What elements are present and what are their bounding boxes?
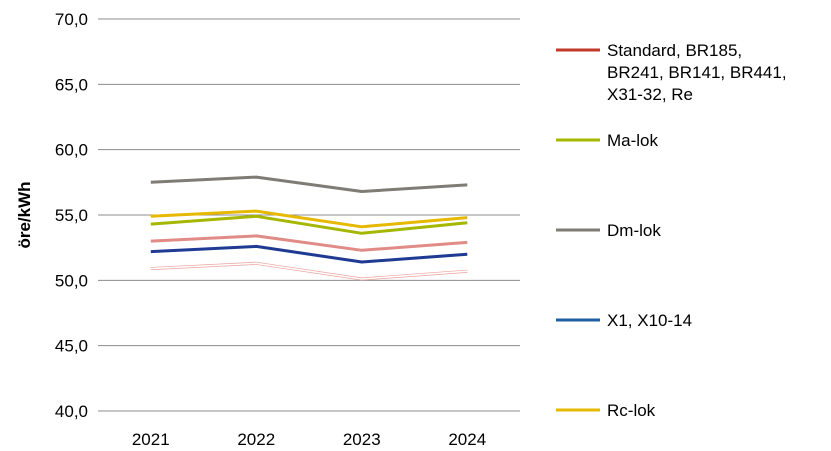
y-axis-tick-labels: 40,0 45,0 50,0 55,0 60,0 65,0 70,0 (55, 10, 88, 421)
y-tick-label: 60,0 (55, 141, 88, 160)
legend-label: Ma-lok (607, 131, 659, 150)
legend-item: Dm-lok (556, 221, 661, 240)
legend-label: Standard, BR185, (607, 41, 742, 60)
y-tick-label: 55,0 (55, 206, 88, 225)
series-lines (150, 175, 468, 281)
legend-item: Rc-lok (556, 401, 656, 420)
legend-item: X1, X10-14 (556, 311, 692, 330)
x-axis-tick-labels: 2021 2022 2023 2024 (132, 430, 486, 449)
x-tick-label: 2022 (237, 430, 275, 449)
legend: Standard, BR185, BR241, BR141, BR441, X31-… (556, 41, 787, 420)
legend-label: Rc-lok (607, 401, 656, 420)
legend-item: Standard, BR185, BR241, BR141, BR441, X31-… (556, 41, 787, 104)
legend-item: Ma-lok (556, 131, 659, 150)
series-line-core (150, 262, 468, 280)
y-tick-label: 70,0 (55, 10, 88, 29)
legend-label: X31-32, Re (607, 85, 693, 104)
y-tick-label: 40,0 (55, 402, 88, 421)
series-line (150, 175, 468, 193)
x-tick-label: 2024 (448, 430, 486, 449)
series-line (150, 234, 468, 252)
series-line (150, 214, 468, 235)
x-tick-label: 2021 (132, 430, 170, 449)
series-line (150, 209, 468, 229)
y-tick-label: 45,0 (55, 337, 88, 356)
y-axis-label: öre/kWh (15, 181, 34, 248)
legend-label: Dm-lok (607, 221, 661, 240)
series-line (150, 244, 468, 264)
x-tick-label: 2023 (343, 430, 381, 449)
legend-label: X1, X10-14 (607, 311, 692, 330)
y-tick-label: 50,0 (55, 271, 88, 290)
legend-label: BR241, BR141, BR441, (607, 63, 787, 82)
y-tick-label: 65,0 (55, 75, 88, 94)
